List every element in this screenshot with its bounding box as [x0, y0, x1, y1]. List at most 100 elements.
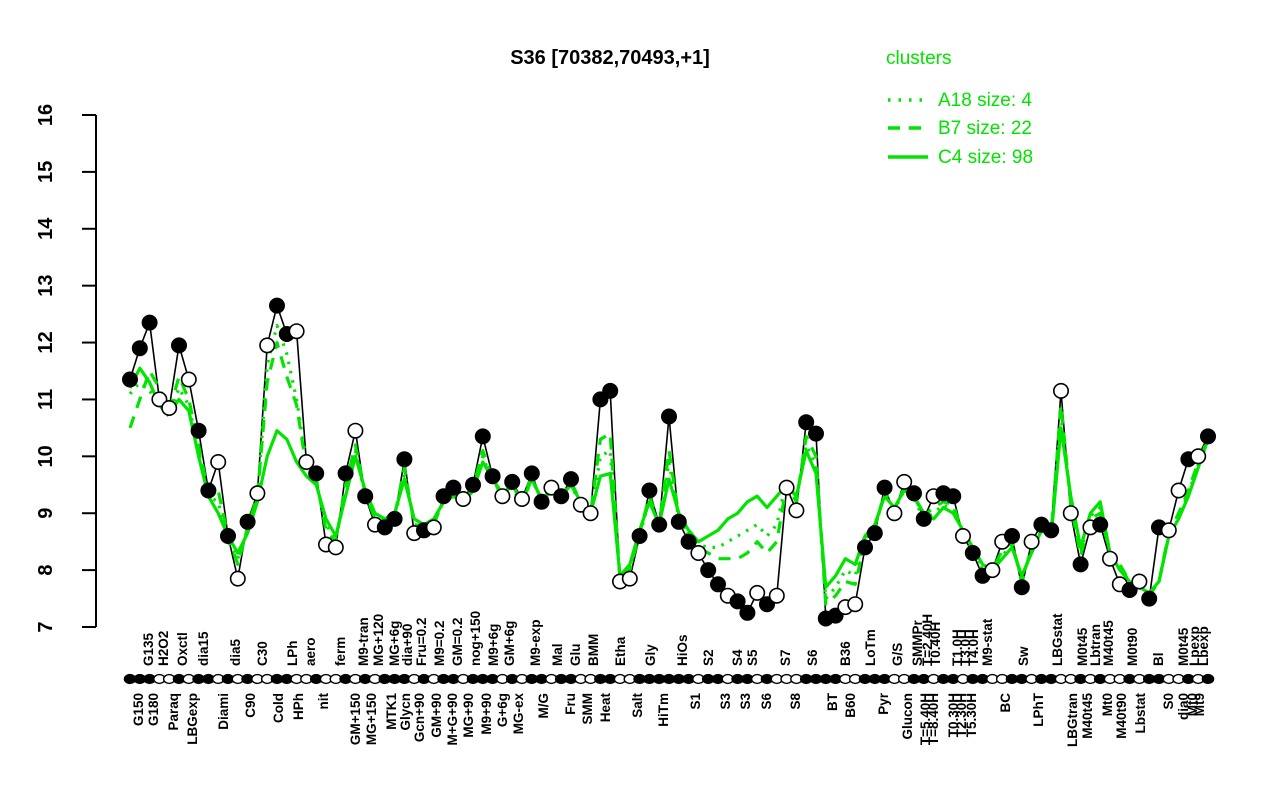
x-label-top: C30 — [255, 641, 270, 666]
marker-filled — [141, 314, 158, 331]
y-tick-label: 9 — [35, 508, 57, 519]
marker-filled — [700, 562, 717, 579]
x-label-top: dia15 — [196, 631, 211, 666]
x-label-top: ferm — [333, 637, 348, 666]
x-label-top: Fru=0.2 — [414, 618, 429, 666]
marker-open — [984, 562, 1001, 579]
marker-open — [347, 422, 364, 439]
marker-filled — [729, 593, 746, 610]
x-label-bottom: Gcn+90 — [412, 693, 427, 742]
x-label-bottom: MTK1 — [384, 693, 399, 730]
series-lines — [128, 302, 1210, 620]
marker-filled — [807, 425, 824, 442]
marker-filled — [915, 510, 932, 527]
x-label-top: Bl — [1151, 653, 1166, 667]
x-label-top: S4 — [730, 649, 745, 666]
x-label-top: G/S — [890, 643, 905, 666]
marker-filled — [337, 465, 354, 482]
marker-filled — [1092, 516, 1109, 533]
x-label-top: BMM — [586, 634, 601, 666]
x-label-top: nog+150 — [468, 611, 483, 666]
x-label-top: MG+120 — [371, 614, 386, 666]
marker-open — [896, 473, 913, 490]
chart-title: S36 [70382,70493,+1] — [510, 47, 710, 69]
x-label-top: M9-stat — [980, 618, 995, 666]
marker-open — [327, 539, 344, 556]
marker-filled — [1043, 522, 1060, 539]
x-label-bottom: GM+90 — [429, 693, 444, 738]
marker-open — [1053, 382, 1070, 399]
x-label-bottom: T5.30H — [964, 693, 979, 737]
y-tick-label: 11 — [35, 389, 57, 410]
x-label-top: Glu — [568, 644, 583, 667]
marker-filled — [1072, 556, 1089, 573]
marker-open — [161, 399, 178, 416]
data-points — [122, 297, 1217, 627]
x-label-top: M9=0.2 — [432, 621, 447, 666]
x-label-bottom: S0 — [1161, 693, 1176, 710]
marker-filled — [798, 414, 815, 431]
x-label-bottom: Heat — [598, 693, 613, 723]
x-label-bottom: Glucon — [900, 693, 915, 740]
x-label-bottom: dia0 — [1176, 693, 1191, 720]
x-label-top: Lbexp — [1196, 626, 1211, 666]
marker-filled — [876, 479, 893, 496]
marker-filled — [1200, 428, 1217, 445]
x-label-bottom: S8 — [788, 693, 803, 710]
x-label-bottom: M40t45 — [1080, 693, 1095, 739]
marker-open — [847, 596, 864, 613]
x-label-top: T3.0H — [958, 629, 973, 666]
x-label-bottom: Mt9 — [1192, 693, 1207, 716]
marker-filled — [1141, 590, 1158, 607]
y-tick-label: 16 — [35, 104, 57, 126]
y-tick-label: 8 — [35, 565, 57, 576]
legend: clusters A18 size: 4 B7 size: 22 C4 size… — [886, 48, 1033, 168]
marker-open — [690, 544, 707, 561]
x-label-top: Lpexp — [1187, 626, 1202, 666]
marker-filled — [1003, 527, 1020, 544]
x-label-top: S7 — [778, 649, 793, 666]
x-label-top: HiOs — [675, 634, 690, 666]
marker-filled — [553, 488, 570, 505]
x-label-bottom: LPhT — [1031, 692, 1046, 726]
y-tick-label: 10 — [35, 445, 57, 467]
x-label-bottom: SMM — [580, 693, 595, 725]
marker-open — [1102, 550, 1119, 567]
x-label-bottom: S3 — [718, 693, 733, 710]
marker-open — [778, 479, 795, 496]
legend-item-b7: B7 size: 22 — [938, 118, 1032, 139]
x-label-top: T=2.40H — [920, 614, 935, 666]
marker-open — [749, 584, 766, 601]
x-label-bottom: Paraq — [166, 693, 181, 731]
x-label-top: dia5 — [228, 638, 243, 666]
marker-filled — [171, 337, 188, 354]
x-label-bottom: T2.30H — [954, 693, 969, 737]
x-label-top: M0t45 — [1075, 627, 1090, 666]
x-label-bottom: M9+90 — [479, 693, 494, 735]
x-label-top: aero — [303, 637, 318, 666]
legend-item-a18: A18 size: 4 — [938, 90, 1032, 111]
x-label-top: T4.0H — [966, 629, 981, 666]
x-label-top: LPh — [285, 641, 300, 667]
marker-filled — [602, 382, 619, 399]
marker-open — [954, 527, 971, 544]
x-label-bottom: GM+150 — [348, 693, 363, 745]
x-label-bottom: HiTm — [656, 693, 671, 727]
marker-open — [494, 488, 511, 505]
marker-filled — [533, 493, 550, 510]
x-label-bottom: LBGtran — [1065, 693, 1080, 747]
marker-filled — [445, 479, 462, 496]
marker-filled — [905, 485, 922, 502]
marker-filled — [739, 604, 756, 621]
marker-filled — [1013, 579, 1030, 596]
marker-filled — [239, 513, 256, 530]
marker-open — [180, 371, 197, 388]
x-label-top: Etha — [613, 636, 628, 666]
marker-filled — [200, 482, 217, 499]
marker-open — [621, 570, 638, 587]
marker-open — [1023, 533, 1040, 550]
rug-point — [1201, 673, 1215, 685]
x-label-top: LBGstat — [1050, 613, 1065, 666]
x-label-bottom: M40t90 — [1114, 693, 1129, 739]
marker-open — [288, 323, 305, 340]
